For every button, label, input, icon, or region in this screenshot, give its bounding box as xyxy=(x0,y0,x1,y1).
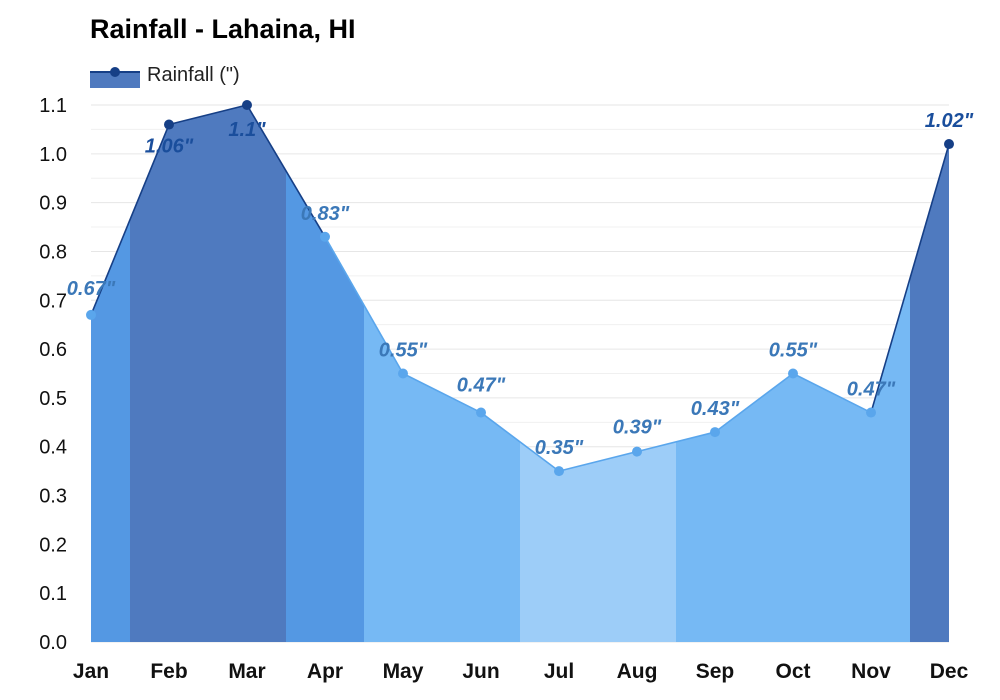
data-label-may: 0.55" xyxy=(379,340,428,362)
data-point-dec xyxy=(944,139,954,150)
data-points xyxy=(86,100,954,477)
x-tick-label-oct: Oct xyxy=(775,660,810,683)
data-label-apr: 0.83" xyxy=(301,203,350,225)
x-tick-label-jun: Jun xyxy=(462,660,499,683)
area-segment-may xyxy=(364,305,442,642)
x-tick-label-mar: Mar xyxy=(228,660,265,683)
chart-title: Rainfall - Lahaina, HI xyxy=(90,14,356,44)
x-tick-label-aug: Aug xyxy=(617,660,658,683)
x-tick-label-nov: Nov xyxy=(851,660,891,683)
data-labels: 0.67" 1.06" 1.1" 0.83" 0.55" 0.47" 0.35" 0.39" 0… xyxy=(67,110,974,459)
x-tick-label-jul: Jul xyxy=(544,660,574,683)
data-point-apr xyxy=(320,231,330,242)
x-axis-ticks: Jan Feb Mar Apr May Jun Jul Aug Sep Oct Nov Dec xyxy=(73,660,969,683)
legend-label: Rainfall (") xyxy=(147,63,240,86)
x-tick-label-sep: Sep xyxy=(696,660,735,683)
y-tick-label: 0.9 xyxy=(39,193,67,215)
data-label-dec: 1.02" xyxy=(925,110,974,132)
area-segment-jul xyxy=(520,441,598,642)
y-tick-label: 0.2 xyxy=(39,534,67,556)
data-point-sep xyxy=(710,427,720,438)
x-tick-label-feb: Feb xyxy=(150,660,187,683)
x-tick-label-apr: Apr xyxy=(307,660,343,683)
y-tick-label: 0.0 xyxy=(39,632,67,654)
data-label-mar: 1.1" xyxy=(228,119,266,141)
data-point-aug xyxy=(632,446,642,457)
y-tick-label: 0.3 xyxy=(39,486,67,508)
x-tick-label-may: May xyxy=(383,660,424,683)
series-line-segment xyxy=(558,450,638,472)
series-line-segment xyxy=(480,411,560,472)
y-tick-label: 1.0 xyxy=(39,144,67,166)
y-tick-label: 0.8 xyxy=(39,241,67,263)
area-segment-nov xyxy=(832,278,910,642)
data-label-jul: 0.35" xyxy=(535,437,584,459)
data-label-jan: 0.67" xyxy=(67,278,116,300)
data-label-sep: 0.43" xyxy=(691,398,740,420)
area-segment-jan xyxy=(91,219,130,643)
data-label-nov: 0.47" xyxy=(847,379,896,401)
series-line-segment xyxy=(90,124,170,316)
data-point-jan xyxy=(86,309,96,320)
series-line-segment xyxy=(402,372,482,414)
series-lines xyxy=(90,104,950,472)
series-line-segment xyxy=(636,431,716,453)
y-tick-label: 0.7 xyxy=(39,290,67,312)
data-label-feb: 1.06" xyxy=(145,136,194,158)
area-segment-mar xyxy=(208,105,286,642)
area-segment-dec xyxy=(910,144,949,642)
series-line-segment xyxy=(870,143,950,413)
area-segment-oct xyxy=(754,373,832,642)
y-tick-label: 0.6 xyxy=(39,339,67,361)
data-label-oct: 0.55" xyxy=(769,340,818,362)
series-line-segment xyxy=(714,372,794,433)
x-tick-label-jan: Jan xyxy=(73,660,109,683)
x-tick-label-dec: Dec xyxy=(930,660,969,683)
area-segment-feb xyxy=(130,114,208,643)
data-point-may xyxy=(398,368,408,379)
legend: Rainfall (") xyxy=(90,60,240,90)
data-point-oct xyxy=(788,368,798,379)
series-line-segment xyxy=(168,104,248,126)
area-segment-jun xyxy=(442,393,520,642)
data-point-feb xyxy=(164,119,174,130)
series-line-segment xyxy=(792,372,872,414)
y-tick-label: 0.1 xyxy=(39,583,67,605)
y-axis-ticks: 0.0 0.1 0.2 0.3 0.4 0.5 0.6 0.7 0.8 0.9 1.0 1.1 xyxy=(39,95,67,654)
data-label-jun: 0.47" xyxy=(457,375,506,397)
y-tick-label: 1.1 xyxy=(39,95,67,117)
y-tick-label: 0.5 xyxy=(39,388,67,410)
series-line-segment xyxy=(324,236,404,374)
y-tick-label: 0.4 xyxy=(39,437,67,459)
legend-swatch-icon xyxy=(90,67,140,88)
series-line-segment xyxy=(246,104,326,238)
data-label-aug: 0.39" xyxy=(613,417,662,439)
data-point-jul xyxy=(554,466,564,477)
data-point-mar xyxy=(242,100,252,110)
data-point-jun xyxy=(476,407,486,418)
area-segment-aug xyxy=(598,441,676,642)
area-segment-apr xyxy=(286,170,364,642)
area-fills xyxy=(91,105,949,643)
data-point-nov xyxy=(866,407,876,418)
area-segment-sep xyxy=(676,402,754,642)
